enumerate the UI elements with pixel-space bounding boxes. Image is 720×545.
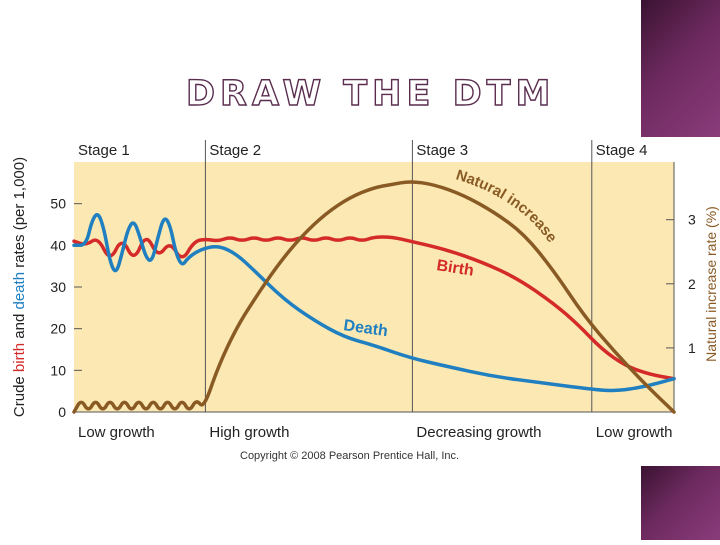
y-axis-label-left: Crude birth and death rates (per 1,000)	[11, 157, 28, 417]
ylabel-left-death: death	[11, 272, 28, 310]
stage-name-label: Stage 3	[416, 142, 468, 159]
left-tick-label: 40	[50, 237, 66, 253]
series-lines	[72, 180, 676, 414]
stage-growth-label: Decreasing growth	[416, 424, 541, 441]
accent-bar-top	[641, 0, 720, 137]
stage-growth-label: High growth	[209, 424, 289, 441]
stage-growth-label: Low growth	[78, 424, 155, 441]
ylabel-left-birth: birth	[11, 343, 28, 372]
y-axis-label-right: Natural increase rate (%)	[703, 206, 719, 362]
left-tick-label: 30	[50, 279, 66, 295]
left-tick-label: 20	[50, 321, 66, 337]
right-tick-label: 2	[688, 276, 696, 292]
annotation-death: Death	[342, 317, 388, 340]
stage-name-label: Stage 2	[209, 142, 261, 159]
plot-background	[74, 162, 674, 412]
annotation-birth: Birth	[435, 257, 475, 280]
ylabel-left-suffix: rates (per 1,000)	[11, 157, 28, 272]
ylabel-left-prefix: Crude	[11, 372, 28, 417]
stage-labels: Stage 1 Low growth Stage 2 High growth Stage…	[78, 142, 673, 441]
stage-growth-label: Low growth	[596, 424, 673, 441]
left-axis-ticks: 0 10 20 30 40 50	[50, 196, 82, 420]
right-tick-label: 1	[688, 340, 696, 356]
ylabel-left-middle: and	[11, 310, 28, 343]
slide-title: DRAW THE DTM	[185, 73, 556, 114]
right-tick-label: 3	[688, 212, 696, 228]
natural-increase-series-line	[72, 180, 676, 414]
left-tick-label: 0	[58, 404, 66, 420]
stage-name-label: Stage 1	[78, 142, 130, 159]
birth-series-line	[72, 235, 676, 381]
accent-bar-bottom	[641, 466, 720, 540]
stage-boundaries	[204, 140, 593, 412]
stage-name-label: Stage 4	[596, 142, 648, 159]
left-tick-label: 50	[50, 196, 66, 212]
left-tick-label: 10	[50, 362, 66, 378]
copyright-text: Copyright © 2008 Pearson Prentice Hall, …	[240, 450, 459, 462]
right-axis-ticks: 1 2 3	[666, 212, 696, 356]
death-series-line	[72, 213, 676, 393]
